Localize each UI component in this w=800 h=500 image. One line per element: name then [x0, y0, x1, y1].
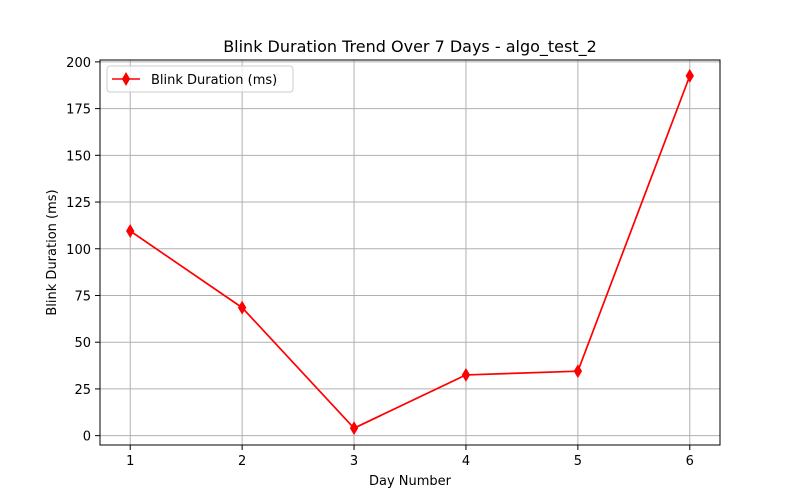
data-point-marker: [685, 68, 694, 83]
y-tick-label: 75: [74, 289, 91, 304]
y-tick-label: 50: [74, 336, 91, 351]
data-point-marker: [126, 224, 135, 238]
x-axis-label: Day Number: [369, 474, 452, 489]
series-layer: [126, 68, 694, 436]
grid-lines: [100, 60, 720, 445]
x-tick-label: 3: [350, 454, 358, 469]
y-tick-label: 25: [74, 383, 91, 398]
y-tick-label: 175: [66, 103, 91, 118]
x-tick-label: 1: [126, 454, 134, 469]
data-point-marker: [461, 367, 471, 382]
y-tick-label: 200: [66, 56, 91, 71]
x-tick-label: 5: [574, 454, 582, 469]
y-tick-label: 150: [66, 149, 91, 164]
x-tick-label: 6: [686, 454, 694, 469]
y-tick-label: 100: [66, 243, 91, 258]
series-line: [129, 75, 691, 430]
x-axis-ticks: 1 2 3 4 5 6: [126, 445, 694, 469]
y-tick-label: 0: [83, 430, 91, 445]
legend-diamond-marker: [121, 72, 131, 86]
x-tick-label: 4: [462, 454, 470, 469]
data-point-marker: [237, 300, 247, 315]
legend: Blink Duration (ms): [106, 65, 294, 93]
y-tick-label: 125: [66, 196, 91, 211]
legend-label: Blink Duration (ms): [151, 73, 277, 88]
x-tick-label: 2: [238, 454, 246, 469]
data-point-marker: [349, 421, 359, 436]
chart-title: Blink Duration Trend Over 7 Days - algo_…: [223, 37, 597, 57]
plot-area-frame: [99, 59, 721, 446]
y-axis-label: Blink Duration (ms): [45, 189, 60, 315]
y-axis-ticks: 0 25 50 75 100 125 150 175 200: [66, 56, 100, 445]
legend-box: [106, 65, 294, 93]
data-point-marker: [573, 364, 583, 379]
